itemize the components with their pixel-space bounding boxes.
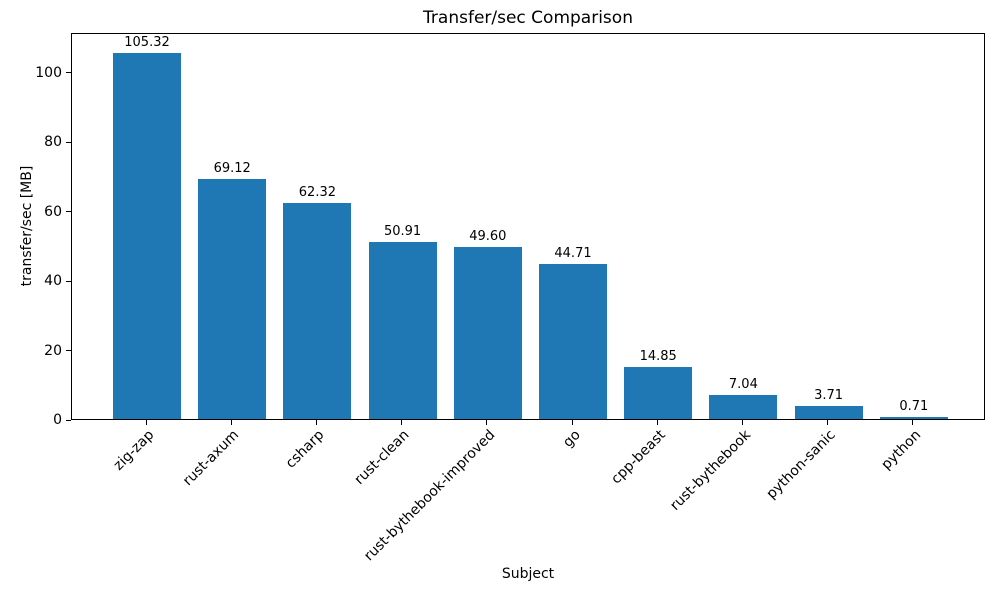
x-tick-mark	[145, 420, 147, 425]
y-tick-label: 20	[44, 342, 62, 359]
y-tick-mark	[66, 350, 71, 352]
bar-value-label: 14.85	[639, 349, 677, 365]
bar-python-sanic	[794, 406, 863, 419]
plot-area: 105.32 69.12 62.32 50.91 49.60 44.71 14.85 7.04…	[71, 33, 985, 420]
bar-rust-axum	[198, 179, 267, 419]
bar-value-label: 0.71	[899, 398, 929, 414]
bar-value-label: 44.71	[554, 245, 592, 261]
x-tick-label: rust-bythebook	[666, 427, 754, 514]
y-tick-label: 40	[44, 273, 62, 290]
x-tick-mark	[486, 420, 488, 425]
x-tick-mark	[571, 420, 573, 425]
y-tick-mark	[66, 72, 71, 74]
bar-value-label: 62.32	[298, 184, 336, 200]
y-tick-mark	[66, 141, 71, 143]
x-axis-label: Subject	[501, 566, 555, 582]
bar-go	[539, 263, 607, 419]
x-tick-mark	[401, 420, 403, 425]
bar-cpp-beast	[624, 367, 693, 419]
x-tick-mark	[230, 420, 232, 425]
x-tick-mark	[912, 420, 914, 425]
bar-value-label: 7.04	[728, 376, 758, 392]
x-tick-label: rust-axum	[180, 427, 243, 490]
x-tick-mark	[656, 420, 658, 425]
x-tick-label: go	[559, 427, 584, 451]
y-tick-mark	[66, 419, 71, 421]
x-tick-label: csharp	[283, 427, 328, 472]
bar-value-label: 49.60	[469, 228, 507, 244]
bar-python	[879, 416, 948, 419]
x-tick-mark	[741, 420, 743, 425]
bar-rust-bythebook-improved	[453, 246, 522, 419]
x-tick-label: python	[878, 427, 925, 473]
y-axis-label: transfer/sec [MB]	[19, 165, 35, 287]
y-tick-mark	[66, 211, 71, 213]
bar-csharp	[283, 202, 352, 419]
y-tick-label: 0	[53, 412, 62, 428]
chart-title: Transfer/sec Comparison	[423, 8, 633, 28]
bar-value-label: 50.91	[383, 224, 422, 240]
x-tick-mark	[827, 420, 829, 425]
x-tick-mark	[315, 420, 317, 425]
x-tick-label: python-sanic	[763, 427, 839, 503]
bar-rust-clean	[368, 242, 437, 419]
bar-rust-bythebook	[709, 394, 778, 419]
x-tick-label: rust-clean	[352, 427, 413, 488]
y-tick-label: 100	[35, 64, 62, 81]
y-tick-mark	[66, 280, 71, 282]
x-tick-label: zig-zap	[110, 427, 158, 474]
bar-value-label: 105.32	[124, 35, 170, 51]
bar-value-label: 69.12	[213, 161, 251, 177]
y-tick-label: 60	[44, 203, 62, 220]
y-tick-label: 80	[44, 134, 62, 151]
bar-value-label: 3.71	[814, 388, 844, 404]
x-tick-label: cpp-beast	[608, 427, 669, 488]
bar-zig-zap	[113, 53, 181, 419]
